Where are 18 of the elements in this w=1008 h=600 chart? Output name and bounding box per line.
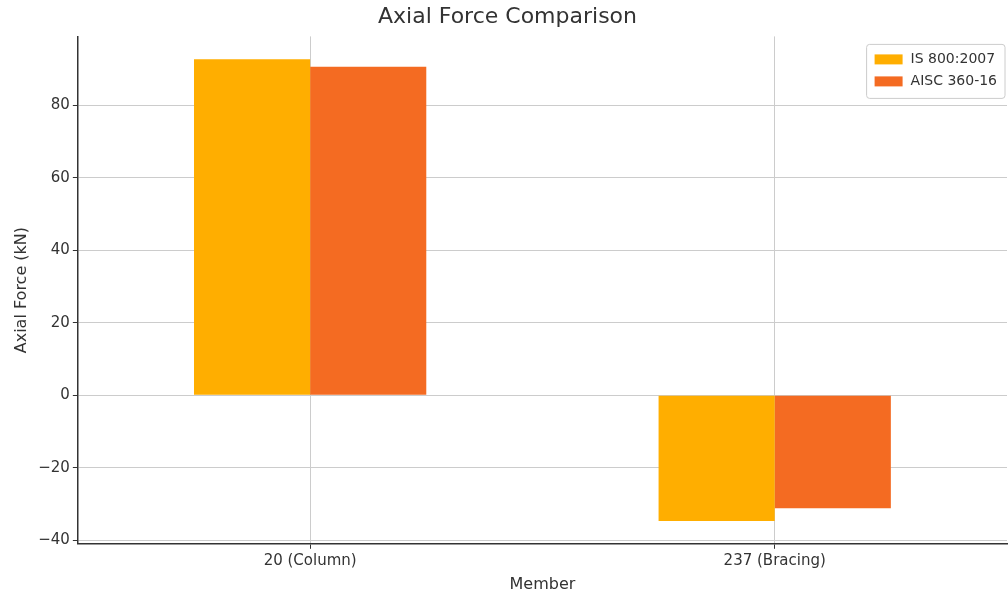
y-tick-label: −20 (38, 457, 70, 476)
x-axis-title: Member (509, 573, 576, 593)
y-tick-label: −40 (38, 530, 70, 549)
chart-title: Axial Force Comparison (377, 2, 638, 28)
legend-label: AISC 360-16 (910, 72, 998, 89)
bar (310, 66, 427, 395)
x-tick-label: 237 (Bracing) (723, 550, 826, 569)
bar (658, 395, 775, 521)
bar (194, 59, 311, 395)
y-tick-label: 60 (50, 167, 70, 186)
y-axis-title: Axial Force (kN) (10, 226, 30, 354)
y-tick-label: 40 (50, 240, 70, 259)
bar (774, 395, 891, 509)
y-tick-label: 80 (50, 95, 70, 114)
y-tick-label: 0 (60, 385, 70, 404)
legend-label: IS 800:2007 (910, 50, 996, 67)
x-tick-label: 20 (Column) (263, 550, 357, 569)
y-tick-label: 20 (50, 312, 70, 331)
